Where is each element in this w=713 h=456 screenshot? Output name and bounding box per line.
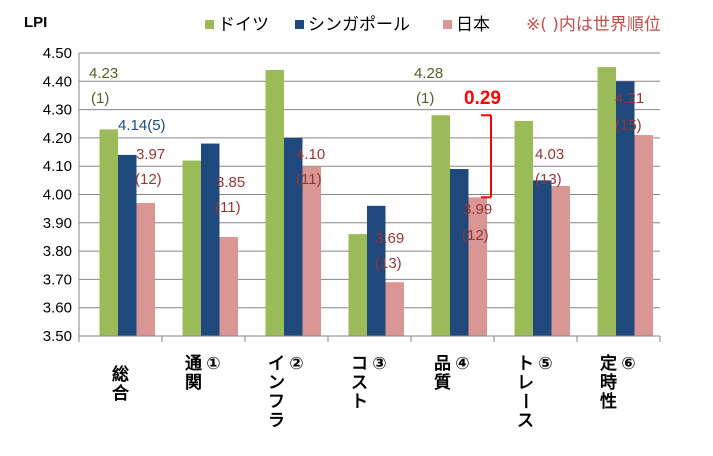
category-char: イ <box>268 354 285 374</box>
category-char: ト <box>351 392 368 412</box>
bar <box>302 166 321 336</box>
data-label-jp-total-rank: (12) <box>135 171 162 188</box>
rank-note: ※( )内は世界順位 <box>526 15 661 35</box>
category-char: 合 <box>112 383 130 404</box>
category-char: ス <box>517 411 534 431</box>
category-char: 関 <box>185 373 202 393</box>
bar <box>468 197 487 336</box>
category-char: 時 <box>600 372 617 393</box>
legend-label: シンガポール <box>308 15 410 35</box>
category-char: 性 <box>600 391 617 412</box>
y-tick-label: 4.00 <box>43 187 72 204</box>
bar <box>367 205 386 336</box>
category-char: 定 <box>600 353 617 374</box>
category-char: ④ <box>455 354 469 374</box>
category-char: ー <box>515 393 535 410</box>
y-tick-label: 3.90 <box>43 215 72 232</box>
difference-annotation: 0.29 <box>464 88 501 199</box>
bar <box>431 115 450 336</box>
bar <box>99 129 118 336</box>
data-label-jp-total-value: 3.97 <box>136 146 165 163</box>
data-label-de-total-value: 4.23 <box>89 65 118 82</box>
legend-swatch <box>295 20 304 29</box>
bar <box>551 186 570 336</box>
category-char: ⑤ <box>538 354 552 374</box>
bar <box>118 154 137 336</box>
category-char: レ <box>517 373 534 393</box>
bar <box>284 137 303 336</box>
category-char: 総 <box>112 364 129 385</box>
difference-value: 0.29 <box>464 88 501 109</box>
category-char: 通 <box>185 354 202 374</box>
category-char: ン <box>268 373 285 393</box>
bar <box>265 69 284 336</box>
category-char: ラ <box>268 411 285 431</box>
bar <box>514 120 533 336</box>
legend-label: 日本 <box>456 15 490 35</box>
y-tick-label: 3.60 <box>43 300 72 317</box>
y-tick-labels: 3.50 3.60 3.70 3.80 3.90 4.00 4.10 4.20 4.30 4.40… <box>43 45 72 345</box>
y-tick-label: 3.70 <box>43 271 72 288</box>
category-char: フ <box>268 392 285 412</box>
bar <box>533 180 552 336</box>
y-tick-label: 4.50 <box>43 45 72 62</box>
data-label-jp-infra-rank: (11) <box>296 171 322 188</box>
bar <box>385 282 404 336</box>
category-char: ス <box>351 373 368 393</box>
data-label-jp-customs-value: 3.85 <box>216 174 245 191</box>
category-char: コ <box>351 354 368 374</box>
bar <box>616 81 635 336</box>
category-char: ト <box>517 354 534 374</box>
data-label-jp-infra-value: 4.10 <box>296 146 325 163</box>
data-label-jp-trace-rank: (13) <box>535 171 562 188</box>
y-axis-label: LPI <box>24 14 47 31</box>
y-tick-label: 4.30 <box>43 102 72 119</box>
axes <box>78 53 661 342</box>
y-tick-label: 4.20 <box>43 130 72 147</box>
data-label-jp-quality-rank: (12) <box>462 227 489 244</box>
data-labels: 4.23 (1) 4.14(5) 3.97 (12) 3.85 (11) 4.10 (11) 3.… <box>89 65 644 272</box>
data-label-jp-trace-value: 4.03 <box>535 146 564 163</box>
data-label-jp-quality-value: 3.99 <box>463 201 492 218</box>
legend-swatch <box>205 20 214 29</box>
bar <box>348 234 367 336</box>
legend-swatch <box>443 20 452 29</box>
bar <box>182 160 201 336</box>
data-label-jp-cost-rank: (13) <box>375 255 402 272</box>
y-tick-label: 4.40 <box>43 73 72 90</box>
data-label-jp-timeliness-value: 4.21 <box>615 90 644 107</box>
category-char: ③ <box>372 354 386 374</box>
y-tick-label: 3.50 <box>43 328 72 345</box>
legend: ドイツ シンガポール 日本 <box>205 15 490 35</box>
category-char: 品 <box>434 354 451 374</box>
bar <box>201 143 220 336</box>
category-char: ② <box>289 354 303 374</box>
data-label-de-total-rank: (1) <box>91 90 109 107</box>
data-label-de-quality-value: 4.28 <box>414 65 443 82</box>
category-char: ⑥ <box>621 354 635 374</box>
bar <box>136 202 155 336</box>
bar <box>597 67 616 337</box>
data-label-jp-customs-rank: (11) <box>215 199 241 216</box>
bar <box>634 135 653 336</box>
bar <box>219 236 238 336</box>
data-label-sg-total: 4.14(5) <box>118 117 166 134</box>
data-label-de-quality-rank: (1) <box>416 90 434 107</box>
data-label-jp-timeliness-rank: (15) <box>615 117 642 134</box>
category-char: ① <box>206 354 220 374</box>
y-tick-label: 4.10 <box>43 158 72 175</box>
category-char: 質 <box>434 372 451 393</box>
bar <box>450 169 469 336</box>
y-tick-label: 3.80 <box>43 243 72 260</box>
legend-label: ドイツ <box>218 15 269 35</box>
data-label-jp-cost-value: 3.69 <box>375 230 404 247</box>
bars <box>99 67 653 337</box>
